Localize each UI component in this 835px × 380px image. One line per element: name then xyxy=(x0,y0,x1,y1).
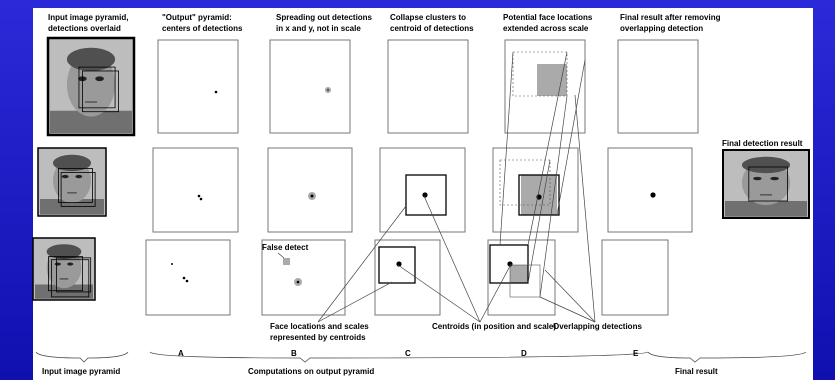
face-image xyxy=(62,175,69,178)
face-image xyxy=(753,177,762,180)
detection-mark xyxy=(297,281,300,284)
column-header: extended across scale xyxy=(503,24,589,33)
detection-mark xyxy=(215,91,218,94)
column-header: Collapse clusters to xyxy=(390,13,466,22)
output-panel xyxy=(618,40,698,133)
step-label: B xyxy=(291,349,297,358)
face-image xyxy=(67,262,73,265)
face-image xyxy=(55,262,61,265)
column-header: overlapping detection xyxy=(620,24,703,33)
step-label: E xyxy=(633,349,639,358)
column-header: centroid of detections xyxy=(390,24,474,33)
output-panel xyxy=(602,240,668,315)
group-label: Computations on output pyramid xyxy=(248,367,374,376)
output-panel xyxy=(158,40,238,133)
annotation-label: Overlapping detections xyxy=(553,322,642,331)
annotation-label: Centroids (in position and scale) xyxy=(432,322,556,331)
annotation-label: Face locations and scales xyxy=(270,322,369,331)
final-label: Final detection result xyxy=(722,139,803,148)
annotation-label: represented by centroids xyxy=(270,333,366,342)
output-panel xyxy=(388,40,468,133)
output-panel xyxy=(146,240,230,315)
figure: Input image pyramid,detections overlaid … xyxy=(0,0,835,380)
column-header: "Output" pyramid: xyxy=(162,13,232,22)
column-header: detections overlaid xyxy=(48,24,121,33)
step-label: D xyxy=(521,349,527,358)
detection-mark xyxy=(186,280,189,283)
output-panel xyxy=(268,148,352,232)
detection-mark xyxy=(510,265,528,283)
output-panel xyxy=(153,148,238,232)
column-header: centers of detections xyxy=(162,24,243,33)
column-header: Potential face locations xyxy=(503,13,593,22)
output-panel xyxy=(270,40,350,133)
output-panel xyxy=(380,148,465,232)
column-header: Input image pyramid, xyxy=(48,13,128,22)
column-header: in x and y, not in scale xyxy=(276,24,361,33)
detection-mark xyxy=(537,64,567,96)
detection-mark xyxy=(171,263,173,265)
face-image xyxy=(95,76,104,81)
face-image xyxy=(770,177,779,180)
column-header: Spreading out detections xyxy=(276,13,373,22)
false-detect-label: False detect xyxy=(262,243,309,252)
face-image xyxy=(75,175,82,178)
group-label: Final result xyxy=(675,367,718,376)
detection-mark xyxy=(422,192,427,197)
column-header: Final result after removing xyxy=(620,13,721,22)
detection-mark xyxy=(283,258,290,265)
detection-mark xyxy=(198,195,201,198)
detection-mark xyxy=(327,89,329,91)
detection-mark xyxy=(200,198,203,201)
step-label: A xyxy=(178,349,184,358)
output-panel xyxy=(375,240,440,315)
group-label: Input image pyramid xyxy=(42,367,120,376)
detection-mark xyxy=(650,192,655,197)
detection-mark xyxy=(311,195,314,198)
output-panel xyxy=(608,148,692,232)
detection-mark xyxy=(183,277,186,280)
step-label: C xyxy=(405,349,411,358)
